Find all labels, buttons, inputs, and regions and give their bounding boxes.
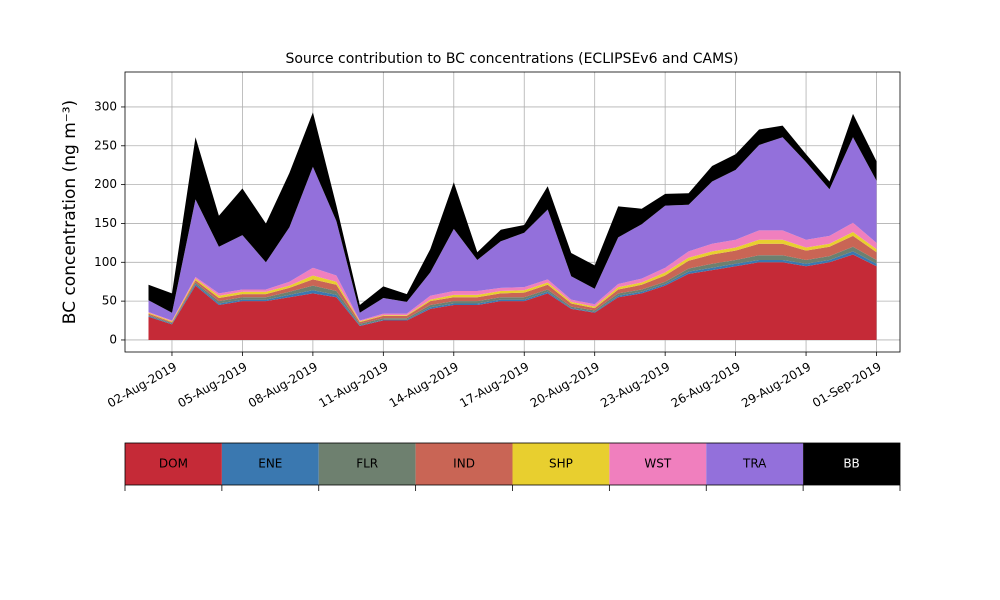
y-tick-label: 0 — [109, 332, 117, 346]
legend-label: IND — [453, 457, 475, 471]
legend-label: BB — [843, 457, 859, 471]
area — [148, 112, 877, 313]
x-tick-label: 29-Aug-2019 — [739, 360, 813, 411]
legend-swatch — [221, 443, 319, 485]
x-tick-label: 17-Aug-2019 — [457, 360, 531, 411]
legend-swatch — [512, 443, 610, 485]
legend-label: WST — [644, 457, 671, 471]
y-tick-label: 50 — [102, 294, 117, 308]
axes-frame — [124, 71, 901, 353]
y-tick-label: 100 — [94, 255, 117, 269]
legend-label: ENE — [258, 457, 282, 471]
chart-title: Source contribution to BC concentrations… — [285, 51, 738, 67]
legend-label: SHP — [549, 457, 573, 471]
legend-label: FLR — [356, 457, 378, 471]
area — [148, 137, 877, 321]
legend-swatch — [706, 443, 804, 485]
legend-swatch — [803, 443, 900, 485]
x-tick-label: 01-Sep-2019 — [810, 360, 884, 411]
x-tick-label: 20-Aug-2019 — [528, 360, 602, 411]
x-tick-label: 11-Aug-2019 — [316, 360, 390, 411]
y-axis-label: BC concentration (ng m⁻³) — [60, 100, 80, 324]
x-tick-label: 14-Aug-2019 — [387, 360, 461, 411]
x-tick-label: 26-Aug-2019 — [669, 360, 743, 411]
y-tick-label: 300 — [94, 99, 117, 113]
x-tick-label: 02-Aug-2019 — [105, 360, 179, 411]
legend-swatch — [318, 443, 416, 485]
legend-swatch — [415, 443, 513, 485]
legend-label: TRA — [742, 457, 767, 471]
legend-label: DOM — [159, 457, 188, 471]
legend-swatch — [609, 443, 707, 485]
x-tick-label: 05-Aug-2019 — [175, 360, 249, 411]
y-tick-label: 150 — [94, 216, 117, 230]
y-tick-label: 200 — [94, 177, 117, 191]
x-tick-label: 23-Aug-2019 — [598, 360, 672, 411]
area — [148, 254, 877, 340]
y-tick-label: 250 — [94, 138, 117, 152]
x-tick-label: 08-Aug-2019 — [246, 360, 320, 411]
legend-swatch — [125, 443, 222, 485]
